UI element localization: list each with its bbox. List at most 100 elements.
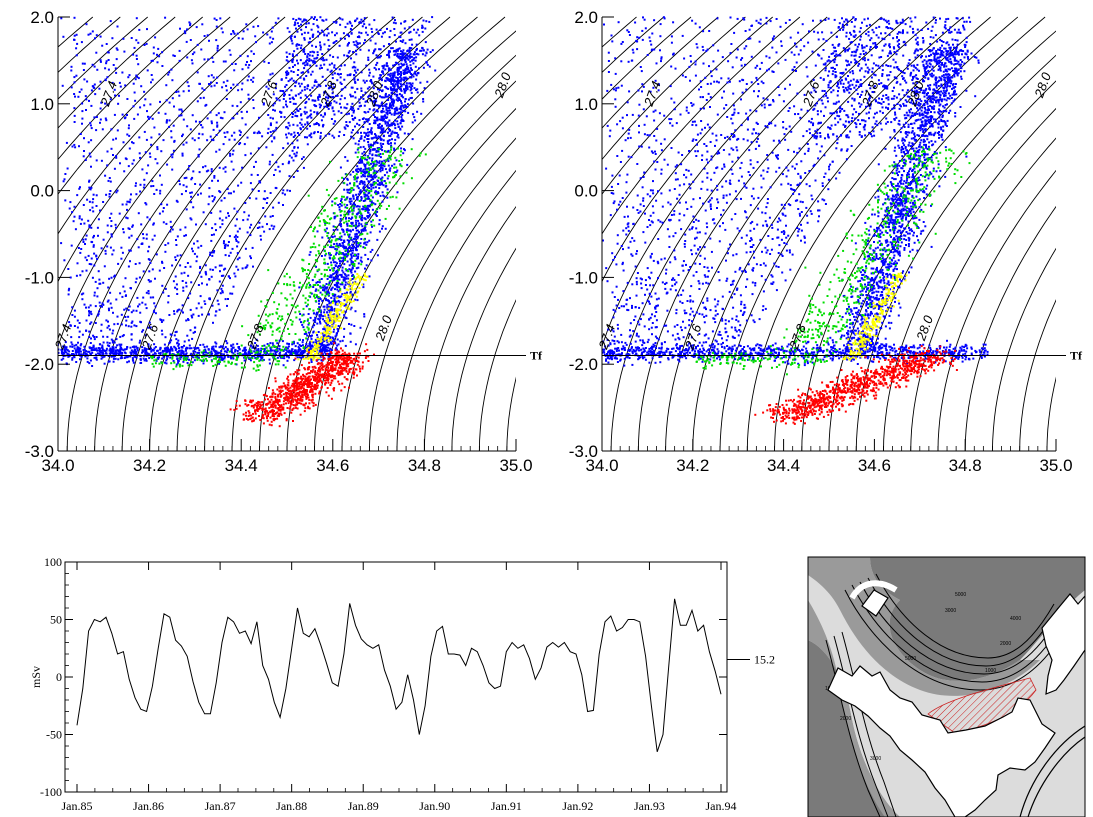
scatter-point [276,98,279,101]
scatter-point [374,176,376,179]
scatter-point [377,126,380,129]
scatter-point [326,215,329,218]
scatter-point [331,88,334,91]
scatter-point [386,121,389,124]
scatter-point [199,192,202,195]
scatter-point [352,281,355,284]
scatter-point [390,82,393,85]
scatter-point [395,112,398,115]
scatter-point [290,304,293,307]
scatter-point [155,253,158,256]
scatter-point [75,343,78,346]
scatter-point [232,83,235,86]
scatter-point [347,229,350,232]
scatter-point [326,232,329,234]
scatter-point [327,94,330,97]
scatter-point [121,113,124,116]
scatter-point [420,49,423,52]
scatter-point [375,208,378,211]
scatter-point [282,349,285,352]
scatter-point [409,97,412,100]
scatter-point [409,82,412,85]
scatter-point [65,346,67,349]
scatter-point [394,53,397,56]
scatter-point [376,161,379,164]
scatter-point [397,126,400,128]
scatter-point [93,336,96,338]
scatter-point [379,142,382,145]
scatter-point [198,120,201,123]
scatter-point [84,256,87,259]
scatter-point [263,190,266,193]
scatter-point [275,328,278,331]
scatter-point [189,22,192,25]
scatter-point [221,223,224,226]
scatter-point [96,226,99,229]
scatter-point [402,64,405,66]
scatter-point [352,188,355,191]
scatter-point [133,91,136,94]
scatter-point [178,114,181,117]
scatter-point [310,73,313,76]
scatter-point [177,361,180,364]
scatter-point [146,352,149,355]
scatter-point [173,312,176,315]
scatter-point [290,70,293,73]
scatter-point [232,168,235,171]
scatter-point [352,65,355,68]
scatter-point [171,156,174,159]
scatter-point [271,72,274,75]
scatter-point [73,38,75,41]
scatter-point [355,168,358,171]
scatter-point [317,123,320,125]
scatter-point [306,127,309,130]
scatter-point [315,45,317,48]
scatter-point [244,202,247,204]
isopycnal-line [423,205,516,452]
scatter-point [142,186,145,189]
scatter-point [134,184,137,187]
scatter-point [104,350,107,352]
scatter-point [344,283,347,286]
scatter-point [346,125,349,128]
scatter-point [292,102,295,105]
scatter-point [88,350,91,353]
scatter-point [317,352,320,355]
scatter-point [350,261,353,264]
scatter-point [366,118,369,121]
scatter-point [249,348,252,351]
scatter-point [127,309,130,312]
scatter-point [202,352,205,355]
scatter-point [378,207,381,210]
scatter-point [99,304,102,307]
scatter-point [386,54,389,56]
scatter-point [336,56,339,59]
scatter-point [224,60,227,63]
scatter-point [294,134,297,137]
scatter-point [386,65,389,68]
scatter-point [288,154,291,157]
scatter-point [328,133,331,136]
scatter-point [420,112,423,115]
scatter-point [376,142,379,144]
scatter-point [182,184,185,187]
scatter-point [353,237,355,240]
scatter-point [274,21,277,24]
scatter-point [295,154,298,157]
scatter-point [337,343,340,346]
scatter-point [176,235,179,238]
scatter-point [408,31,411,34]
scatter-point [171,97,174,100]
scatter-point [391,78,394,81]
scatter-point [185,208,188,211]
scatter-point [356,165,359,168]
scatter-point [339,73,342,75]
scatter-point [101,356,104,359]
scatter-point [340,83,343,85]
scatter-point [377,33,380,35]
scatter-point [230,86,232,89]
scatter-point [150,143,153,146]
scatter-point [246,231,249,234]
scatter-point [130,349,133,352]
scatter-point [392,176,394,179]
